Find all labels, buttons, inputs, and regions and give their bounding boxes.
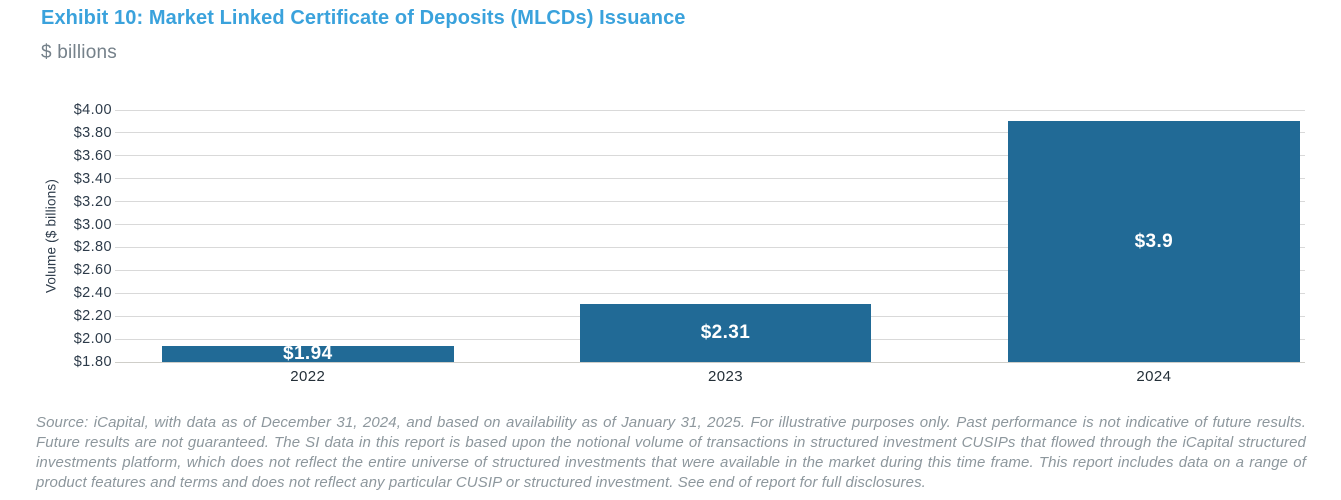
y-tick-label: $2.40 — [73, 285, 112, 302]
y-tick-label: $3.20 — [73, 193, 112, 210]
bar-value-label: $3.9 — [1134, 231, 1174, 253]
y-tick-label: $3.40 — [73, 170, 112, 187]
y-tick-label: $1.80 — [73, 354, 112, 370]
gridline — [115, 155, 1305, 157]
y-tick-label: $4.00 — [73, 102, 112, 118]
bar-2022: $1.94 — [162, 343, 454, 365]
exhibit-subtitle: $ billions — [41, 42, 117, 63]
bar-value-label: $2.31 — [700, 322, 751, 344]
y-tick-label: $3.60 — [73, 147, 112, 164]
gridline — [115, 201, 1305, 203]
plot-area: $1.94 2022 $2.31 2023 $3.9 2024 — [115, 109, 1305, 385]
gridline — [115, 361, 1305, 363]
y-tick-label: $3.80 — [73, 124, 112, 141]
exhibit-title: Exhibit 10: Market Linked Certificate of… — [41, 7, 686, 29]
y-tick-label: $2.80 — [73, 239, 112, 256]
x-tick-label: 2023 — [707, 368, 743, 385]
y-axis-ticks: $1.80 $2.00 $2.20 $2.40 $2.60 $2.80 $3.00 $3.20… — [30, 102, 112, 370]
y-tick-label: $2.00 — [73, 331, 112, 348]
gridline — [115, 178, 1305, 180]
gridline — [115, 292, 1305, 294]
y-tick-label: $2.60 — [73, 262, 112, 279]
gridline — [115, 109, 1305, 111]
y-tick-label: $3.00 — [73, 216, 112, 233]
gridline — [115, 269, 1305, 271]
gridline — [115, 246, 1305, 248]
y-tick-label: $2.20 — [73, 308, 112, 325]
gridline — [115, 224, 1305, 226]
x-tick-label: 2022 — [290, 368, 326, 385]
x-tick-label: 2024 — [1136, 368, 1172, 385]
bar-2023: $2.31 — [579, 303, 872, 362]
gridline — [115, 132, 1305, 134]
source-note: Source: iCapital, with data as of Decemb… — [36, 414, 1306, 491]
bar-value-label: $1.94 — [283, 343, 333, 365]
bar-2024: $3.9 — [1008, 121, 1300, 362]
